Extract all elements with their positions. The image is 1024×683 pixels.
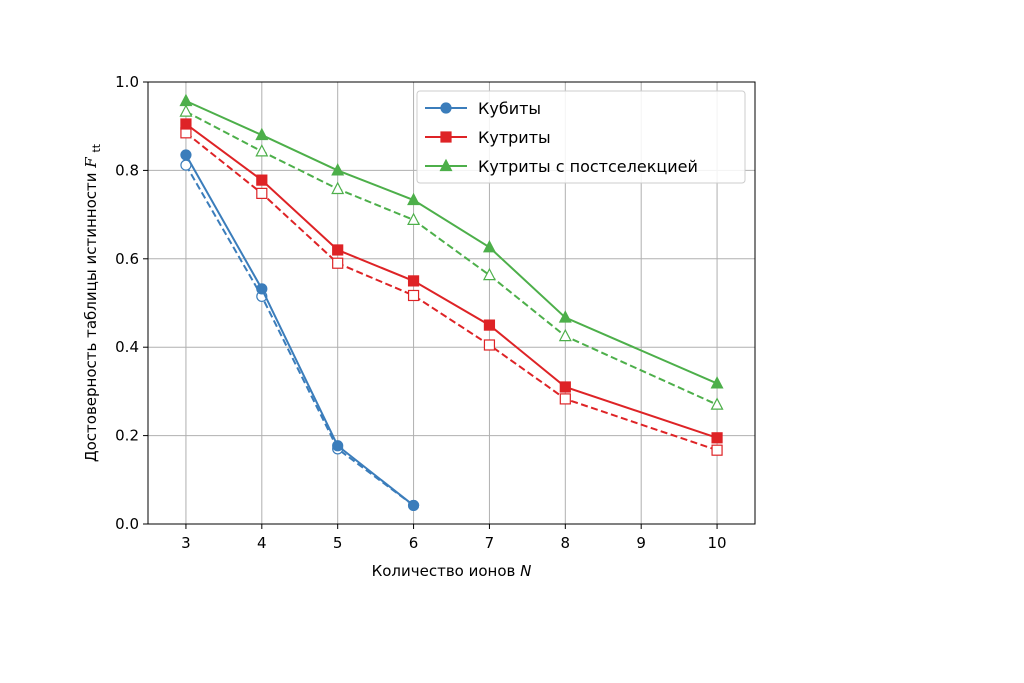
data-point [483,319,496,331]
data-point [332,440,344,452]
data-point [407,289,420,302]
y-axis-label-sub: tt [90,143,103,152]
data-point [711,432,723,444]
data-point [710,376,724,389]
data-point [256,174,268,186]
legend: Кубиты Кутриты Кутриты с постселекцией [416,90,746,184]
x-axis-label: Количество ионов N [372,562,532,580]
legend-swatch-marker [440,131,452,143]
y-tick-label: 0.6 [115,250,139,268]
y-tick-label: 0.2 [115,427,139,445]
legend-label: Кутриты [478,128,551,147]
data-point [558,310,572,323]
series-line [185,164,415,507]
data-point [179,104,193,117]
legend-label: Кутриты с постселекцией [478,157,698,176]
data-point [711,444,723,456]
series-0 [180,149,420,512]
plot-frame [147,81,756,525]
legend-swatch-marker [439,158,453,172]
data-point [483,339,496,351]
data-point [180,149,192,161]
data-point [331,163,345,176]
x-tick-label: 9 [636,534,646,552]
data-point [180,118,192,130]
data-point [482,267,496,281]
data-point [255,127,269,141]
data-point [407,192,421,206]
x-tick-label: 6 [409,534,419,552]
legend-swatch-marker [440,102,452,114]
data-point [710,397,724,410]
x-tick-label: 5 [333,534,343,552]
data-point [256,283,268,295]
legend-item: Кутриты [425,128,551,147]
data-point [332,244,344,256]
x-axis-label-text: Количество ионов [372,562,516,580]
data-point [558,328,572,342]
x-tick-label: 7 [485,534,495,552]
data-point [559,381,571,393]
series-5 [179,104,724,410]
x-tick-label: 10 [708,534,727,552]
y-axis-label-text: Достоверность таблицы истинности [82,173,100,463]
y-tick-label: 1.0 [115,73,139,91]
y-tick-label: 0.0 [115,515,139,533]
y-tick-label: 0.8 [115,161,139,179]
data-point [179,93,193,107]
legend-label: Кубиты [478,99,541,118]
x-tick-label: 3 [181,534,191,552]
x-tick-label: 4 [257,534,267,552]
series-layer [179,93,724,512]
axis-ticks: 3 4 5 6 7 8 9 10 0.0 0.2 0.4 0.6 0.8 1.0 [115,73,726,552]
series-2 [179,93,724,389]
series-1 [180,118,723,444]
data-point [559,393,571,405]
series-3 [180,159,420,512]
data-point [407,275,420,287]
y-axis-label: Достоверность таблицы истинности F tt [82,143,103,462]
series-line [185,154,415,507]
y-tick-label: 0.4 [115,338,139,356]
data-point [331,181,345,195]
data-point [332,257,344,269]
legend-box [416,90,746,184]
legend-item: Кутриты с постселекцией [425,157,698,176]
x-axis-label-var: N [520,562,531,580]
data-point [407,499,420,512]
y-axis-label-var: F [82,157,100,169]
data-point [407,212,421,226]
legend-item: Кубиты [425,99,541,118]
data-point [256,187,268,199]
x-tick-label: 8 [561,534,571,552]
data-point [482,240,496,253]
data-point [255,144,269,157]
